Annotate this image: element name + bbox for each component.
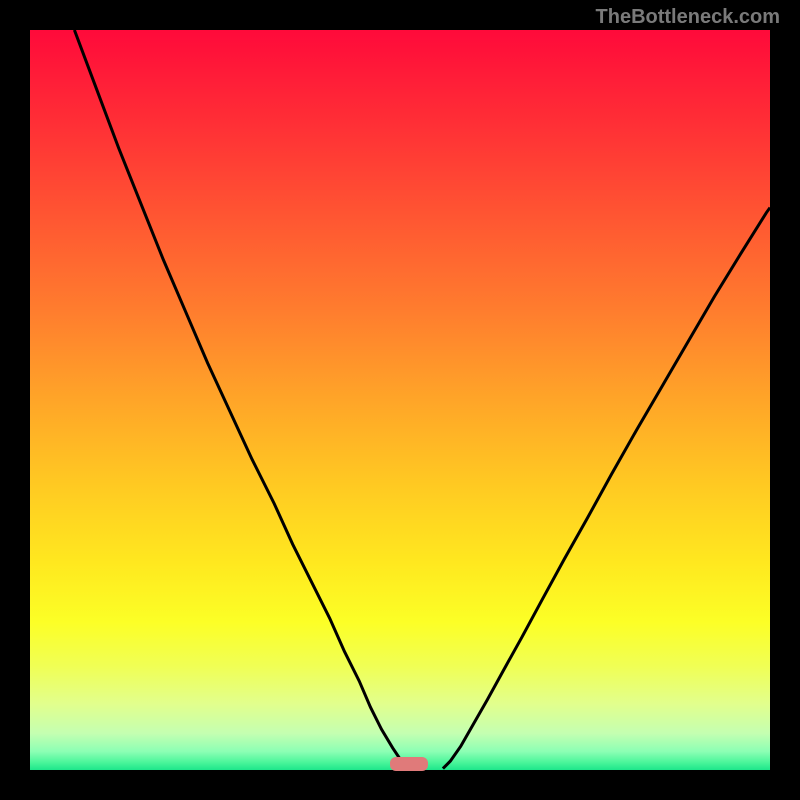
curve-layer: [30, 30, 770, 770]
left-curve: [74, 30, 408, 769]
watermark-text: TheBottleneck.com: [596, 6, 780, 29]
bottleneck-marker: [390, 757, 428, 771]
chart-container: TheBottleneck.com: [0, 0, 800, 800]
right-curve: [443, 208, 770, 769]
plot-area: [30, 30, 770, 770]
